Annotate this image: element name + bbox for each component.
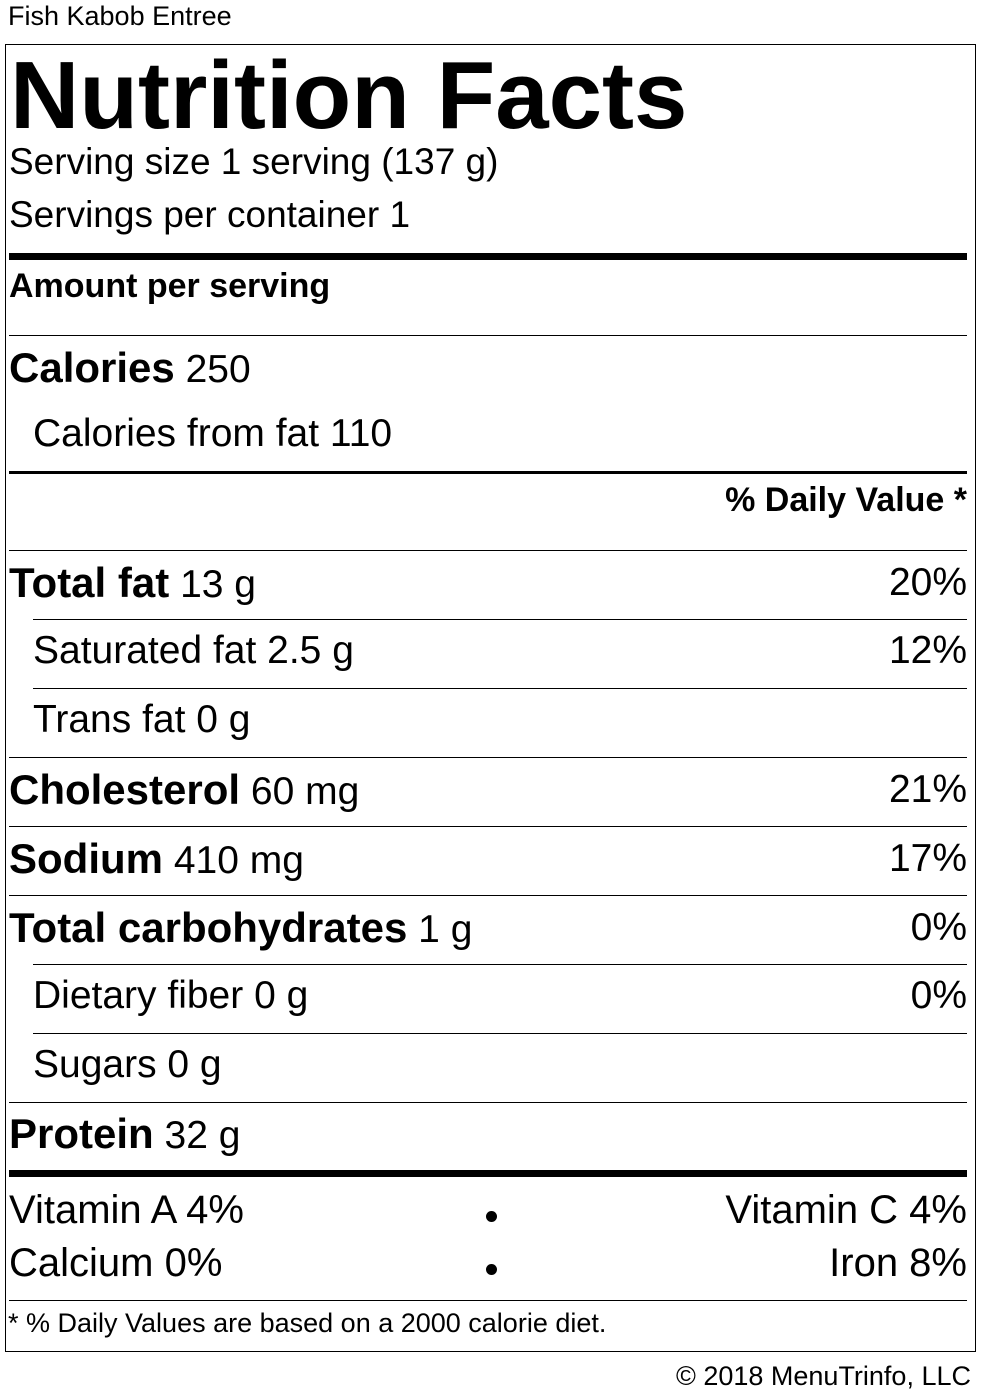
nutrition-label: [5, 44, 976, 1352]
nutrient-amount: 1 g: [418, 908, 473, 951]
calcium: Calcium 0%: [9, 1241, 223, 1285]
nutrient-label: Protein: [9, 1110, 154, 1157]
daily-value-header: % Daily Value *: [725, 481, 967, 519]
footnote: * % Daily Values are based on a 2000 cal…: [8, 1308, 607, 1338]
calories-row: Calories 250: [9, 344, 967, 392]
nutrient-label: Dietary fiber 0 g: [33, 974, 309, 1017]
nutrient-dv: 21%: [888, 768, 967, 811]
divider: [9, 1300, 967, 1301]
divider: [9, 550, 967, 551]
nutrient-label: Trans fat 0 g: [33, 698, 251, 741]
servings-per-container: Servings per container 1: [9, 194, 411, 235]
nutrient-label: Sugars 0 g: [33, 1043, 222, 1086]
thick-divider: [9, 1170, 967, 1177]
calories-from-fat-row: Calories from fat 110: [33, 411, 967, 457]
nutrient-label: Cholesterol: [9, 766, 241, 813]
copyright: © 2018 MenuTrinfo, LLC: [675, 1361, 971, 1391]
calories-value: 250: [185, 348, 251, 391]
nutrient-dv: 0%: [910, 906, 967, 949]
iron: Iron 8%: [829, 1241, 967, 1285]
nutrient-dv: 17%: [888, 837, 967, 880]
divider: [33, 619, 967, 620]
nutrient-row-total-carbohydrates: Total carbohydrates 1 g 0%: [9, 904, 967, 952]
nutrient-amount: 32 g: [164, 1114, 241, 1157]
nutrient-row-protein: Protein 32 g: [9, 1110, 967, 1158]
nutrient-label: Total carbohydrates: [9, 904, 408, 951]
calories-label: Calories: [9, 344, 175, 391]
bullet-dot-icon: [486, 1211, 497, 1222]
nutrient-row-sugars: Sugars 0 g: [33, 1042, 967, 1088]
divider: [33, 1033, 967, 1034]
divider: [9, 335, 967, 336]
nutrient-amount: 410 mg: [173, 839, 304, 882]
nutrient-dv: 0%: [910, 974, 967, 1017]
medium-divider: [9, 471, 967, 474]
thick-divider: [9, 253, 967, 260]
nutrient-label: Sodium: [9, 835, 163, 882]
nutrient-label: Saturated fat 2.5 g: [33, 629, 354, 672]
divider: [9, 826, 967, 827]
product-name: Fish Kabob Entree: [8, 1, 232, 31]
nutrient-amount: 13 g: [180, 563, 256, 606]
divider: [9, 895, 967, 896]
bullet-dot-icon: [486, 1264, 497, 1275]
nutrient-amount: 60 mg: [250, 770, 360, 813]
nutrient-row-trans-fat: Trans fat 0 g: [33, 697, 967, 743]
vitamin-a: Vitamin A 4%: [9, 1188, 244, 1232]
nutrient-dv: 20%: [888, 561, 967, 604]
serving-size: Serving size 1 serving (137 g): [9, 141, 499, 182]
vitamin-c: Vitamin C 4%: [725, 1188, 967, 1232]
nutrient-row-sodium: Sodium 410 mg 17%: [9, 835, 967, 883]
nutrient-row-total-fat: Total fat 13 g 20%: [9, 559, 967, 607]
divider: [9, 757, 967, 758]
divider: [9, 1102, 967, 1103]
calories-from-fat: Calories from fat 110: [33, 412, 393, 455]
amount-per-serving: Amount per serving: [9, 267, 331, 305]
nutrient-dv: 12%: [888, 629, 967, 672]
nutrient-row-saturated-fat: Saturated fat 2.5 g 12%: [33, 628, 967, 674]
nutrient-label: Total fat: [9, 559, 170, 606]
divider: [33, 964, 967, 965]
nutrient-row-cholesterol: Cholesterol 60 mg 21%: [9, 766, 967, 814]
label-title: Nutrition Facts: [10, 42, 688, 149]
nutrient-row-dietary-fiber: Dietary fiber 0 g 0%: [33, 973, 967, 1019]
divider: [33, 688, 967, 689]
